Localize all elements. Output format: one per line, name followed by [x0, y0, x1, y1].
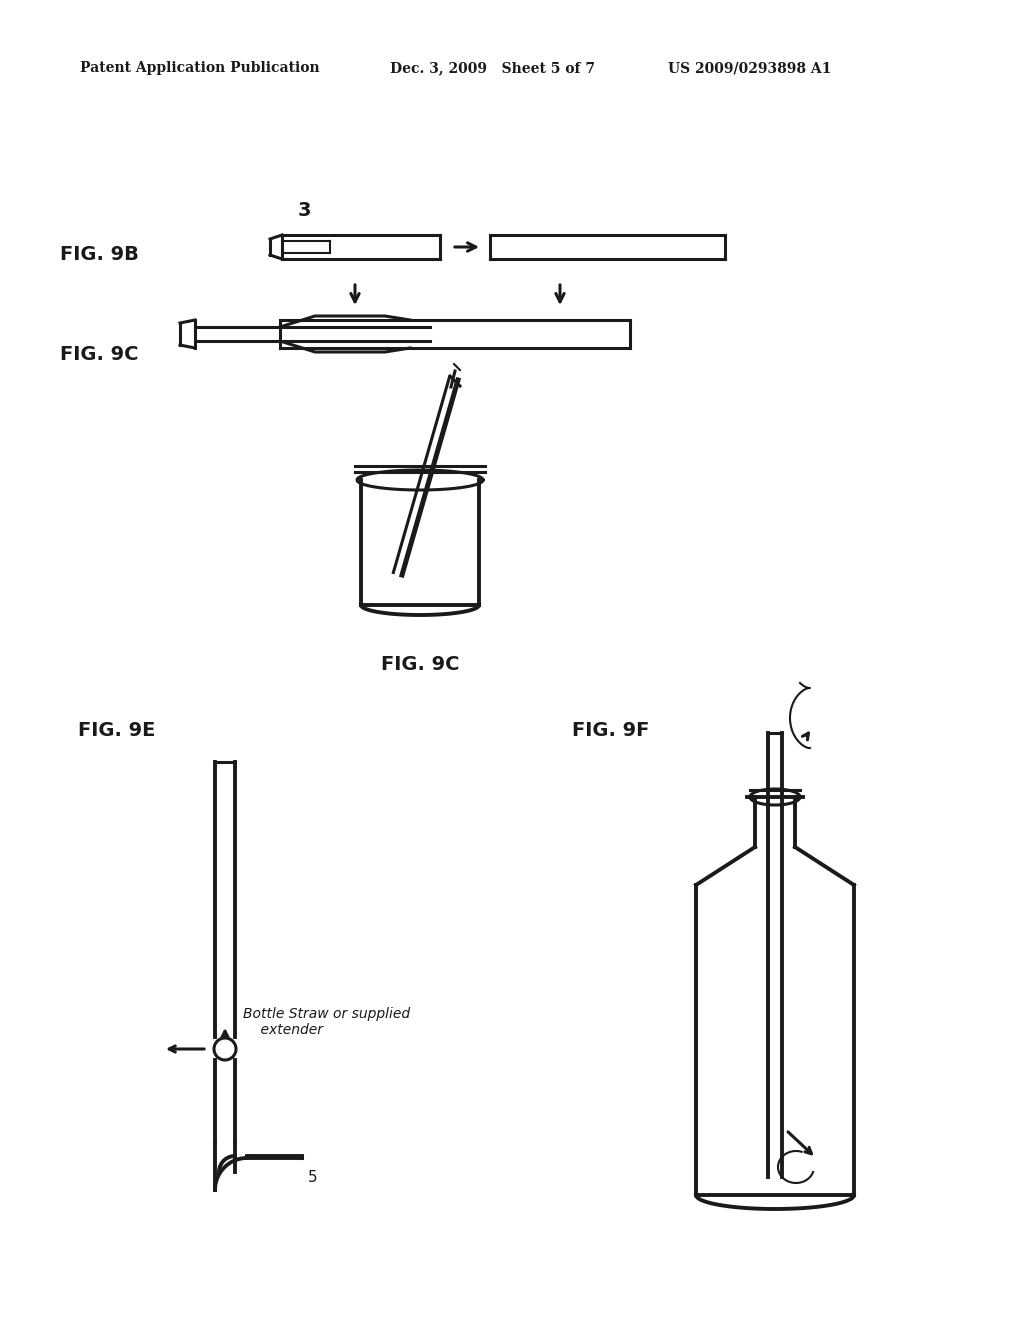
Text: FIG. 9F: FIG. 9F: [572, 721, 649, 739]
Text: FIG. 9C: FIG. 9C: [381, 656, 459, 675]
Text: Dec. 3, 2009   Sheet 5 of 7: Dec. 3, 2009 Sheet 5 of 7: [390, 61, 595, 75]
Text: Bottle Straw or supplied
    extender: Bottle Straw or supplied extender: [243, 1007, 411, 1038]
Text: FIG. 9C: FIG. 9C: [60, 346, 138, 364]
Text: FIG. 9E: FIG. 9E: [78, 721, 156, 739]
Text: 3: 3: [298, 201, 311, 219]
Text: US 2009/0293898 A1: US 2009/0293898 A1: [668, 61, 831, 75]
Text: 5: 5: [308, 1171, 317, 1185]
Text: FIG. 9B: FIG. 9B: [60, 246, 139, 264]
Text: Patent Application Publication: Patent Application Publication: [80, 61, 319, 75]
